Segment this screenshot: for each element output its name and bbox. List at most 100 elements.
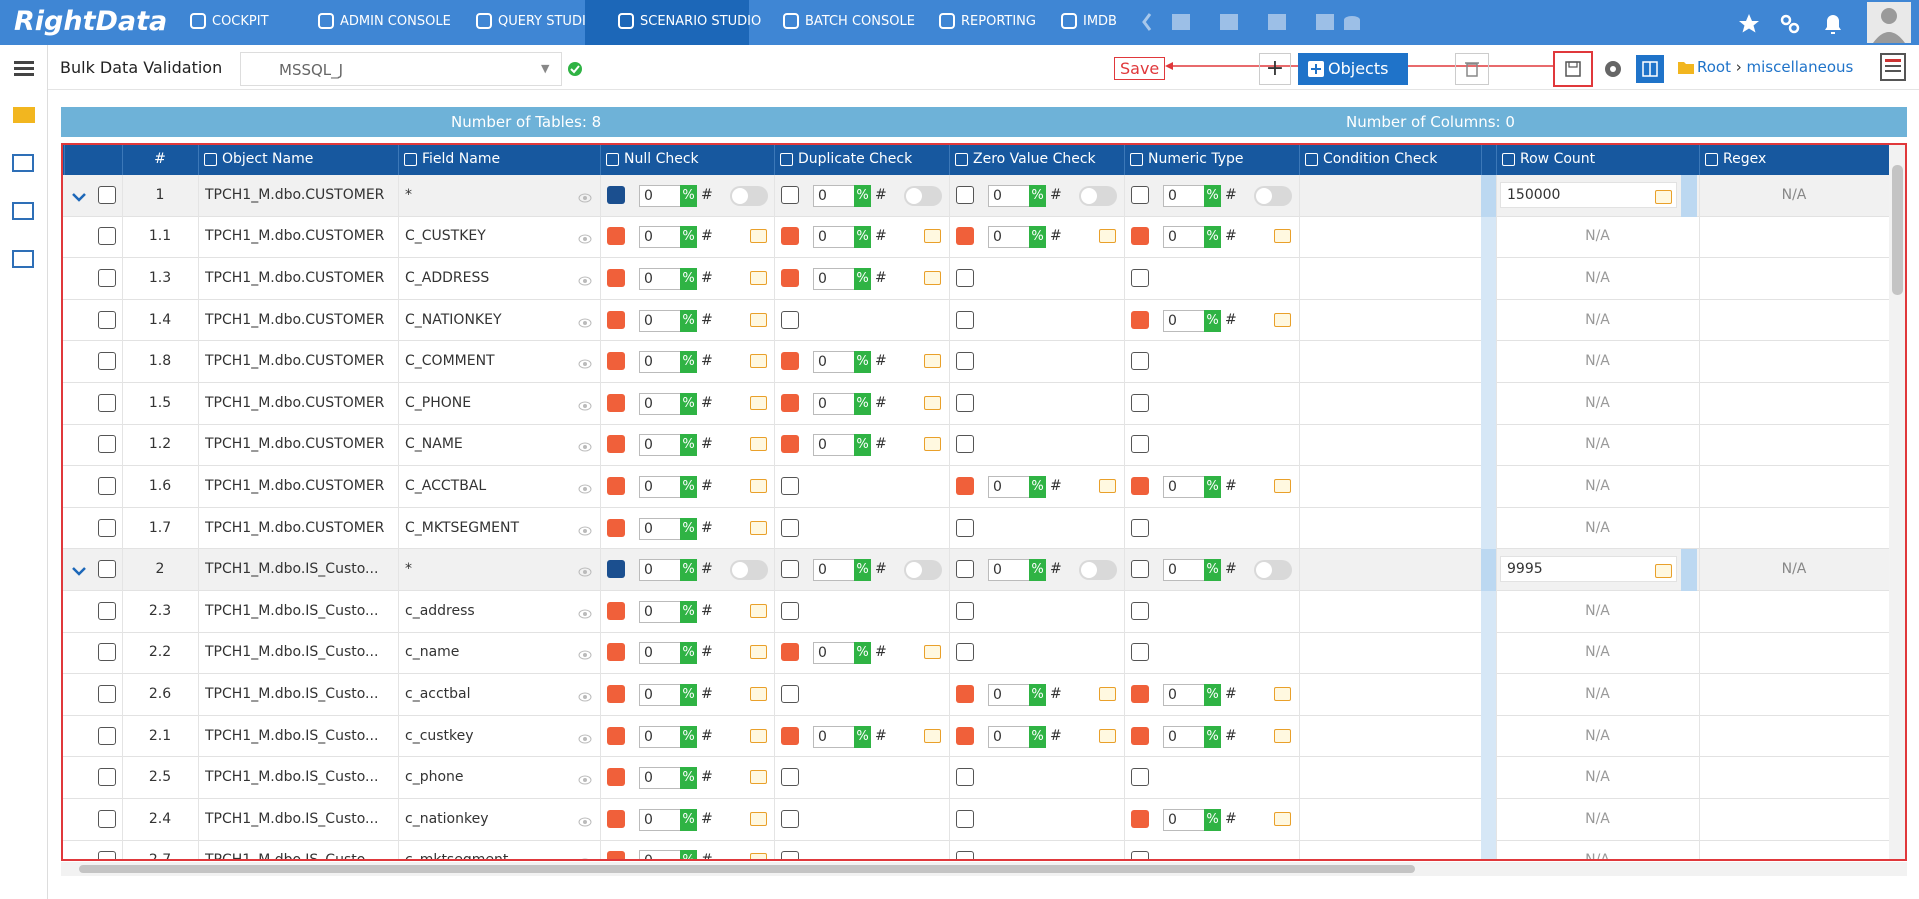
threshold-input[interactable]: 0: [988, 476, 1030, 498]
comment-icon[interactable]: [750, 271, 767, 285]
comment-icon[interactable]: [1655, 564, 1672, 578]
nav-right-icons[interactable]: [1735, 0, 1919, 45]
threshold-input[interactable]: 0: [988, 226, 1030, 248]
checkbox[interactable]: [607, 519, 625, 537]
checkbox[interactable]: [607, 186, 625, 204]
comment-icon[interactable]: [924, 729, 941, 743]
checkbox[interactable]: [607, 269, 625, 287]
checkbox[interactable]: [98, 685, 116, 703]
checkbox[interactable]: [956, 727, 974, 745]
checkbox[interactable]: [956, 851, 974, 861]
checkbox[interactable]: [781, 643, 799, 661]
threshold-input[interactable]: 0: [639, 310, 681, 332]
checkbox[interactable]: [956, 519, 974, 537]
toggle[interactable]: [1254, 186, 1292, 206]
checkbox[interactable]: [781, 269, 799, 287]
checkbox[interactable]: [781, 227, 799, 245]
threshold-input[interactable]: 0: [1163, 185, 1205, 207]
handle[interactable]: [1481, 591, 1496, 633]
checkbox[interactable]: [956, 477, 974, 495]
checkbox[interactable]: [607, 394, 625, 412]
threshold-input[interactable]: 0: [639, 393, 681, 415]
checkbox[interactable]: [98, 810, 116, 828]
checkbox[interactable]: [781, 477, 799, 495]
logo[interactable]: RightData: [14, 6, 167, 37]
nav-item[interactable]: SCENARIO STUDIO: [640, 14, 761, 29]
preview-icon[interactable]: [578, 440, 592, 450]
checkbox[interactable]: [1131, 269, 1149, 287]
checkbox[interactable]: [956, 186, 974, 204]
comment-icon[interactable]: [1274, 687, 1291, 701]
toggle[interactable]: [1079, 186, 1117, 206]
checkbox[interactable]: [956, 602, 974, 620]
checkbox[interactable]: [781, 519, 799, 537]
threshold-input[interactable]: 0: [639, 559, 681, 581]
checkbox[interactable]: [607, 727, 625, 745]
handle[interactable]: [1481, 217, 1496, 259]
breadcrumb-item[interactable]: miscellaneous: [1747, 58, 1854, 76]
threshold-input[interactable]: 0: [1163, 684, 1205, 706]
comment-icon[interactable]: [750, 479, 767, 493]
checkbox[interactable]: [781, 435, 799, 453]
threshold-input[interactable]: 0: [813, 351, 855, 373]
checkbox[interactable]: [607, 685, 625, 703]
column-header[interactable]: Numeric Type: [1148, 151, 1295, 167]
column-header[interactable]: Condition Check: [1323, 151, 1477, 167]
comment-icon[interactable]: [1099, 729, 1116, 743]
threshold-input[interactable]: 0: [1163, 310, 1205, 332]
comment-icon[interactable]: [1274, 479, 1291, 493]
comment-icon[interactable]: [1274, 229, 1291, 243]
threshold-input[interactable]: 0: [639, 518, 681, 540]
threshold-input[interactable]: 0: [639, 268, 681, 290]
preview-icon[interactable]: [578, 565, 592, 575]
checkbox[interactable]: [98, 311, 116, 329]
toggle[interactable]: [1254, 560, 1292, 580]
checkbox[interactable]: [956, 810, 974, 828]
save-button[interactable]: [1553, 51, 1593, 87]
checkbox[interactable]: [1131, 352, 1149, 370]
threshold-input[interactable]: 0: [988, 185, 1030, 207]
comment-icon[interactable]: [750, 853, 767, 861]
column-header[interactable]: Regex: [1723, 151, 1885, 167]
checkbox[interactable]: [607, 768, 625, 786]
threshold-input[interactable]: 0: [813, 393, 855, 415]
checkbox[interactable]: [607, 311, 625, 329]
checkbox[interactable]: [607, 602, 625, 620]
checkbox[interactable]: [607, 352, 625, 370]
threshold-input[interactable]: 0: [813, 642, 855, 664]
nav-item[interactable]: COCKPIT: [212, 14, 269, 29]
settings-button[interactable]: [1600, 56, 1626, 82]
threshold-input[interactable]: 0: [639, 226, 681, 248]
checkbox[interactable]: [98, 435, 116, 453]
checkbox[interactable]: [1131, 602, 1149, 620]
connection-select[interactable]: MSSQL_J ▼: [240, 52, 562, 86]
checkbox[interactable]: [98, 352, 116, 370]
comment-icon[interactable]: [924, 354, 941, 368]
comment-icon[interactable]: [1274, 313, 1291, 327]
threshold-input[interactable]: 0: [639, 684, 681, 706]
preview-icon[interactable]: [578, 773, 592, 783]
checkbox[interactable]: [781, 394, 799, 412]
column-header[interactable]: Row Count: [1520, 151, 1695, 167]
threshold-input[interactable]: 0: [639, 476, 681, 498]
preview-icon[interactable]: [578, 815, 592, 825]
preview-icon[interactable]: [578, 856, 592, 861]
threshold-input[interactable]: 0: [988, 684, 1030, 706]
checkbox[interactable]: [956, 768, 974, 786]
comment-icon[interactable]: [750, 396, 767, 410]
checkbox[interactable]: [607, 643, 625, 661]
checkbox[interactable]: [607, 560, 625, 578]
checkbox[interactable]: [1131, 560, 1149, 578]
checkbox[interactable]: [1131, 394, 1149, 412]
comment-icon[interactable]: [924, 229, 941, 243]
threshold-input[interactable]: 0: [639, 726, 681, 748]
checkbox[interactable]: [98, 519, 116, 537]
preview-icon[interactable]: [578, 607, 592, 617]
comment-icon[interactable]: [1274, 729, 1291, 743]
checkbox[interactable]: [98, 768, 116, 786]
add-button[interactable]: +: [1259, 53, 1291, 85]
checkbox[interactable]: [98, 602, 116, 620]
handle[interactable]: [1481, 383, 1496, 425]
toggle[interactable]: [730, 560, 768, 580]
checkbox[interactable]: [1131, 768, 1149, 786]
